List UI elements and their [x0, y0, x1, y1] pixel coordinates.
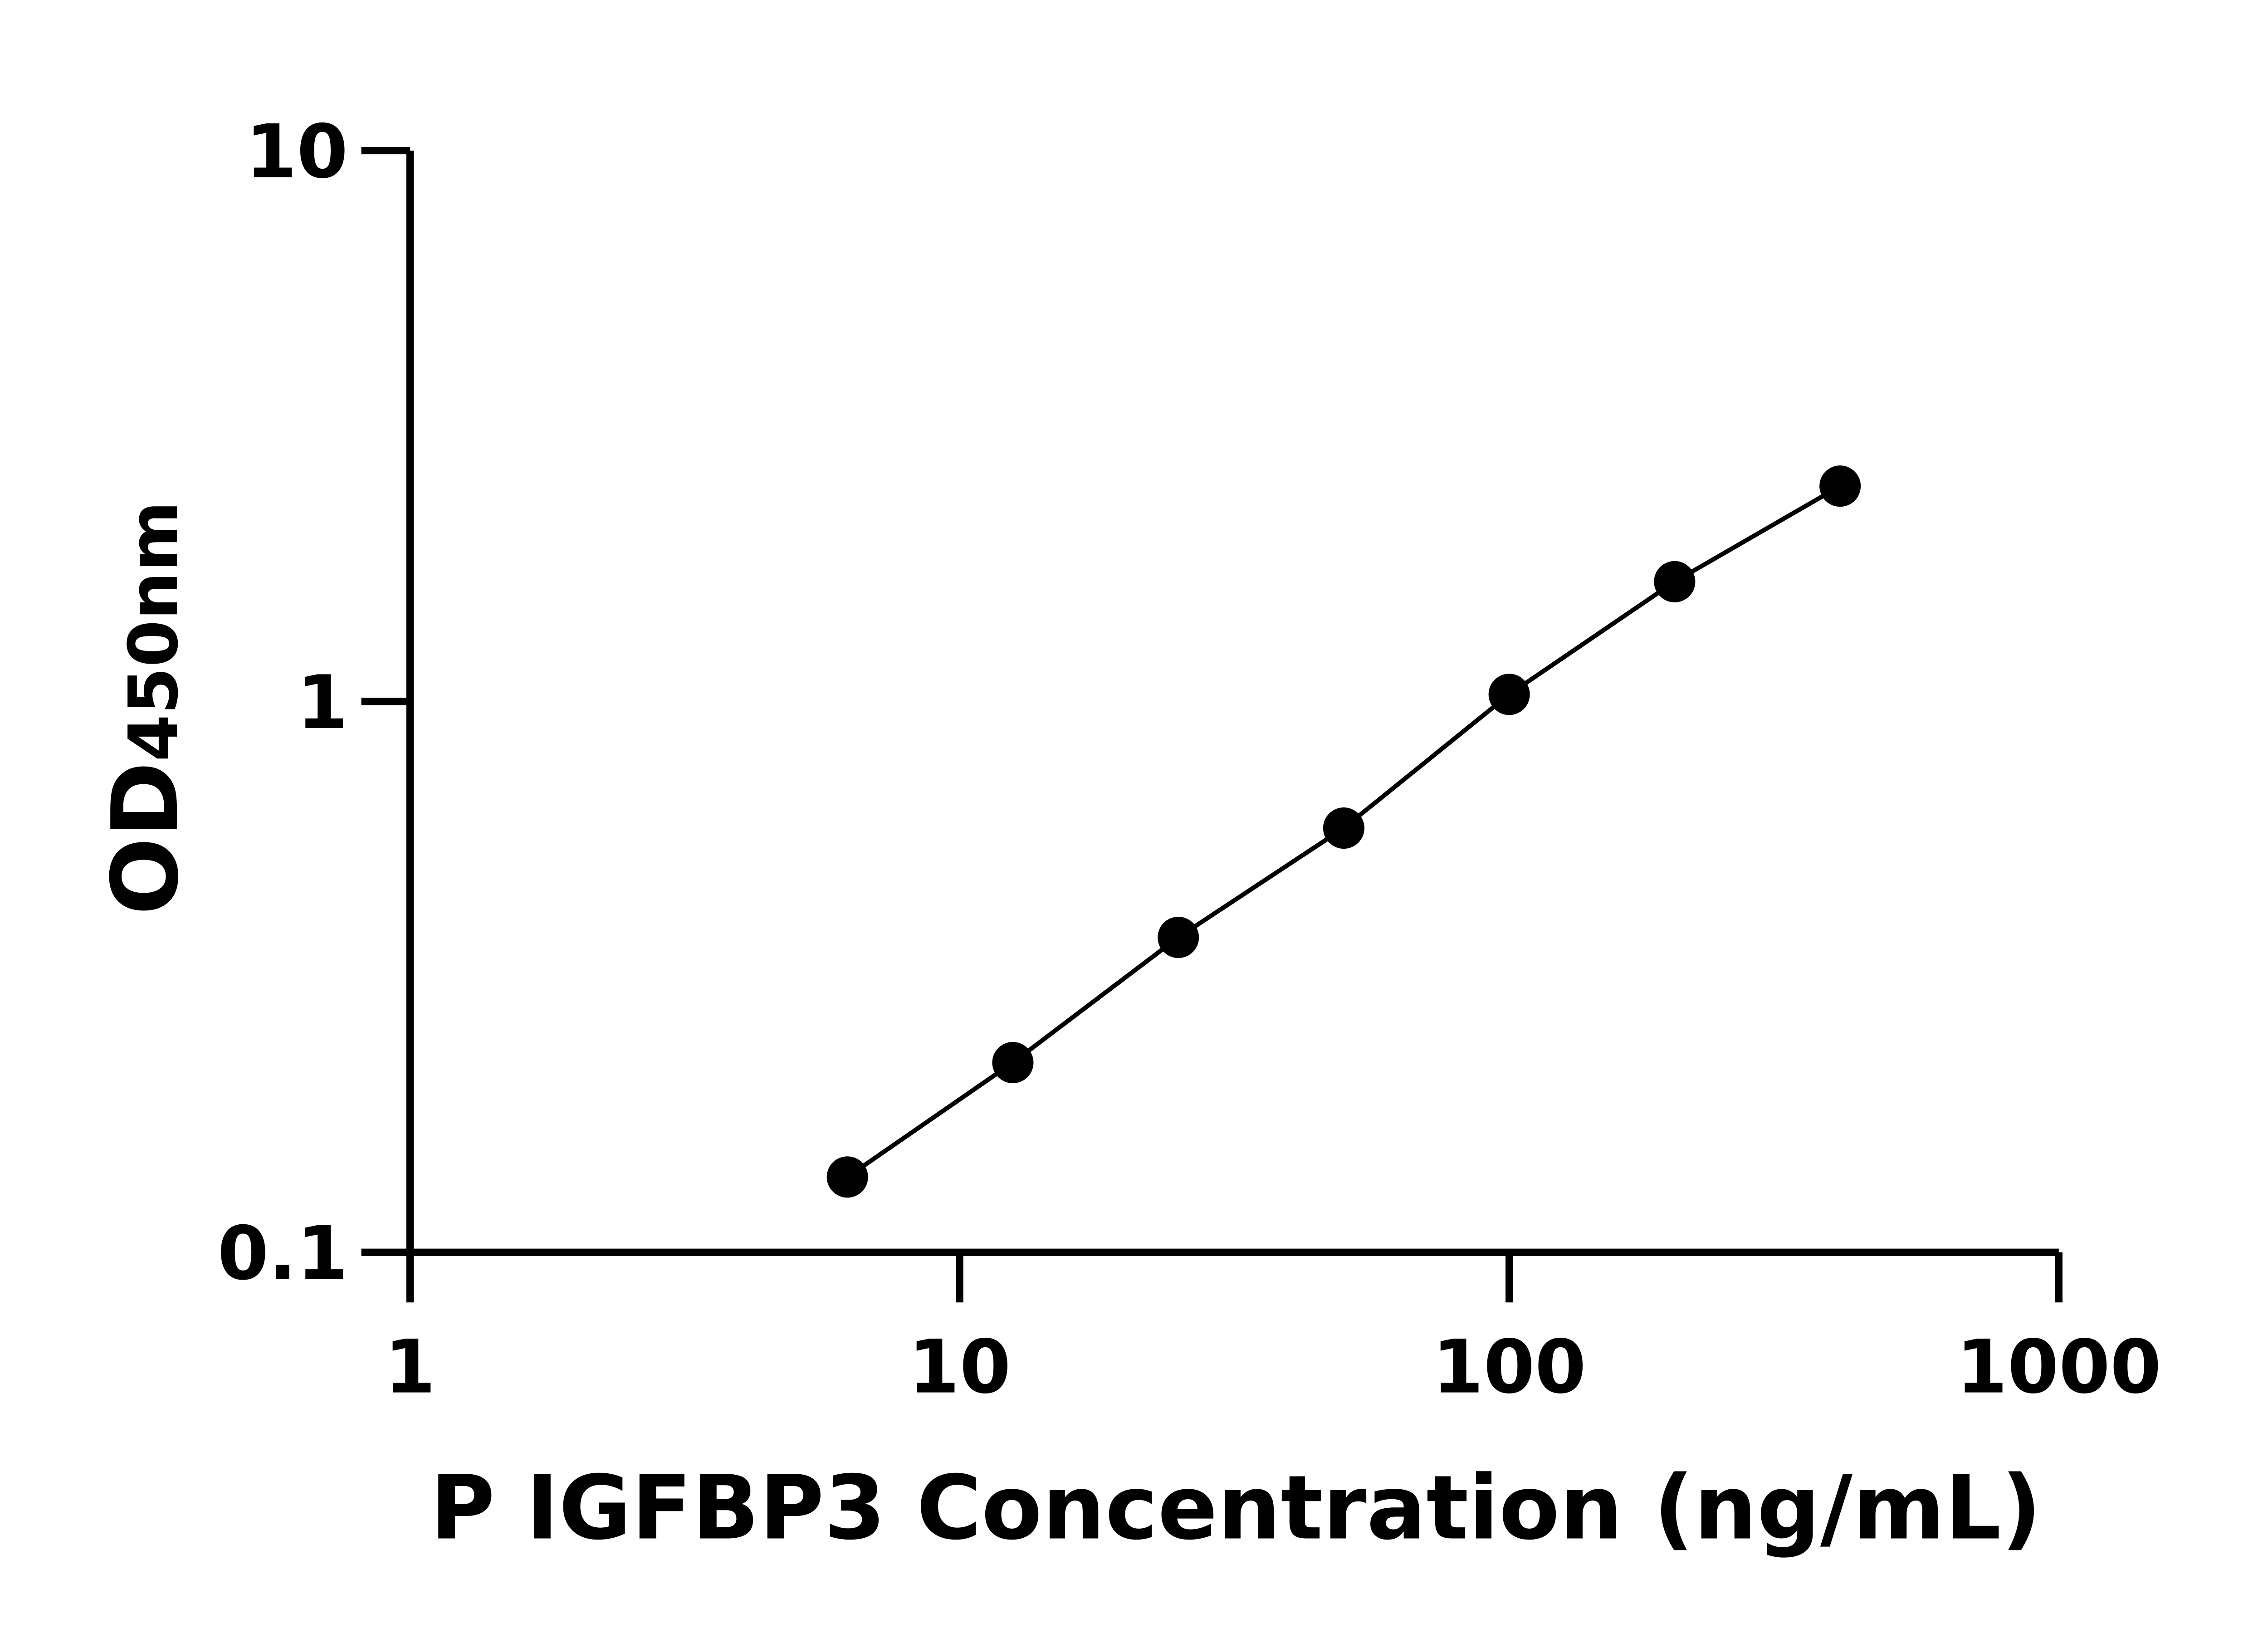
- x-tick-label: 1000: [1956, 1325, 2161, 1410]
- x-tick-label: 10: [908, 1325, 1011, 1410]
- data-point: [1158, 916, 1199, 958]
- x-tick-label: 1: [384, 1325, 435, 1410]
- data-point: [992, 1042, 1034, 1084]
- y-axis-label-sub: 450nm: [114, 501, 193, 761]
- ticks: 1 10 100 1000 0.1 1 10: [217, 109, 2161, 1410]
- data-point: [826, 1156, 868, 1198]
- data-point: [1819, 465, 1861, 507]
- plot-area: [826, 465, 1861, 1198]
- x-tick-label: 100: [1432, 1325, 1586, 1410]
- y-tick-label: 10: [245, 109, 348, 195]
- y-tick-label: 1: [297, 660, 348, 746]
- x-axis-label: P IGFBP3 Concentration (ng/mL): [430, 1457, 2041, 1560]
- y-axis-label: OD450nm: [92, 501, 199, 915]
- y-axis-label-main: OD: [92, 762, 199, 915]
- axes: [406, 151, 2059, 1256]
- data-point: [1488, 674, 1530, 715]
- data-point: [1323, 807, 1364, 849]
- data-point: [1654, 561, 1696, 602]
- y-tick-label: 0.1: [217, 1211, 348, 1296]
